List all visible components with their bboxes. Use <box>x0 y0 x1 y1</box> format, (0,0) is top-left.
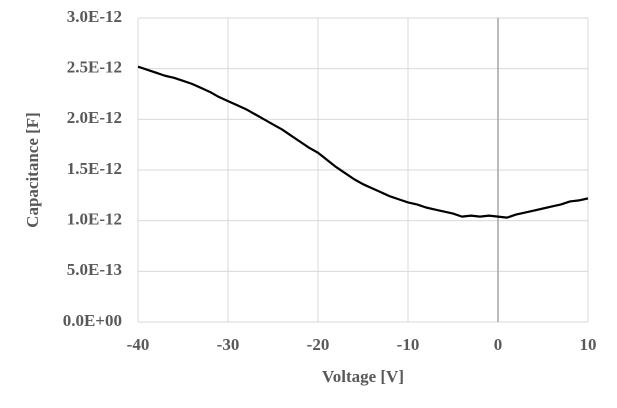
y-tick-label: 1.0E-12 <box>67 210 122 229</box>
y-axis-title: Capacitance [F] <box>23 112 42 228</box>
x-tick-label: -20 <box>307 335 330 354</box>
x-tick-label: -40 <box>127 335 150 354</box>
y-tick-label: 0.0E+00 <box>63 311 122 330</box>
y-tick-label: 2.5E-12 <box>67 58 122 77</box>
x-tick-label: -10 <box>397 335 420 354</box>
x-axis-title: Voltage [V] <box>322 367 404 386</box>
y-tick-label: 1.5E-12 <box>67 159 122 178</box>
x-tick-label: 10 <box>580 335 597 354</box>
x-tick-label: -30 <box>217 335 240 354</box>
y-tick-label: 5.0E-13 <box>67 260 122 279</box>
y-tick-label: 2.0E-12 <box>67 108 122 127</box>
data-line <box>137 65 589 219</box>
y-tick-label: 3.0E-12 <box>67 7 122 26</box>
x-tick-label: 0 <box>494 335 503 354</box>
